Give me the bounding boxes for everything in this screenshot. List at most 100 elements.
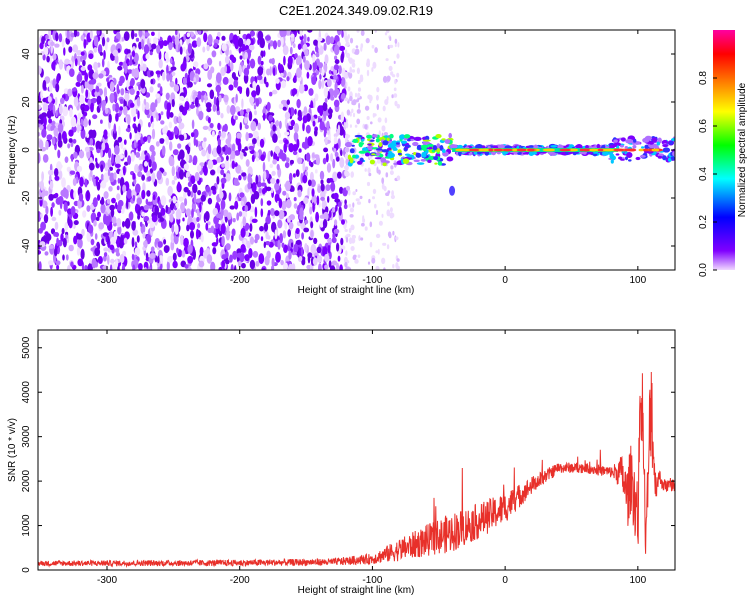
heatmap-cell [303, 33, 307, 44]
heatmap-cell [290, 119, 295, 127]
heatmap-cell [271, 265, 275, 270]
heatmap-cell [125, 128, 131, 132]
heatmap-cell [216, 110, 221, 116]
heatmap-cell [292, 173, 296, 178]
heatmap-cell [110, 208, 115, 218]
heatmap-cell [263, 241, 266, 249]
heatmap-cell [50, 125, 54, 132]
heatmap-cell [159, 138, 165, 144]
heatmap-cell [371, 153, 376, 156]
snr-series [38, 371, 675, 568]
heatmap-cell [368, 94, 373, 102]
heatmap-cell [244, 254, 250, 262]
heatmap-cell [291, 88, 298, 95]
heatmap-cell [279, 30, 286, 38]
heatmap-cell [326, 162, 332, 173]
heatmap-cell [240, 244, 246, 253]
heatmap-cell [267, 209, 271, 216]
heatmap-cell [224, 64, 227, 73]
heatmap-cell [225, 173, 231, 182]
heatmap-cell [609, 144, 618, 148]
heatmap-cell [56, 237, 59, 247]
heatmap-cell [333, 148, 337, 153]
heatmap-cell [257, 122, 262, 131]
heatmap-cell [305, 152, 311, 162]
heatmap-cell [103, 191, 109, 199]
heatmap-cell [186, 135, 191, 140]
heatmap-cell [337, 171, 342, 179]
heatmap-cell [127, 114, 131, 125]
heatmap-cell [255, 98, 260, 107]
heatmap-cell [144, 108, 150, 116]
heatmap-cell [230, 264, 234, 270]
heatmap-cell [145, 102, 150, 110]
heatmap-cell [111, 216, 117, 224]
heatmap-cell [256, 157, 259, 162]
colorbar-ticks: 0.0 0.2 0.4 0.6 0.8 [698, 71, 717, 277]
heatmap-cell [179, 95, 185, 101]
heatmap-cell [297, 43, 302, 50]
heatmap-cell [70, 116, 77, 128]
heatmap-cell [156, 170, 162, 181]
heatmap-cell [512, 148, 517, 152]
heatmap-cell [288, 124, 294, 131]
heatmap-cell [244, 146, 249, 151]
heatmap-cell [273, 151, 278, 162]
heatmap-cell [132, 264, 136, 270]
heatmap-cell [61, 177, 66, 188]
heatmap-cell [241, 98, 244, 109]
heatmap-cell [271, 221, 277, 233]
heatmap-cell [648, 141, 654, 145]
heatmap-cell [77, 238, 83, 249]
heatmap-cell [371, 257, 376, 264]
heatmap-cell [136, 90, 140, 96]
snr-frame [37, 329, 676, 571]
heatmap-cell [177, 153, 181, 161]
heatmap-cell [78, 150, 85, 159]
heatmap-cell [190, 175, 196, 185]
heatmap-cell [344, 261, 348, 268]
heatmap-cell [223, 173, 226, 178]
heatmap-cell [448, 132, 453, 139]
heatmap-cell [55, 110, 58, 118]
heatmap-cell [276, 178, 280, 184]
heatmap-cell [231, 160, 235, 169]
heatmap-cell [226, 105, 231, 114]
heatmap-cell [206, 107, 212, 113]
heatmap-cell [525, 145, 530, 149]
heatmap-cell [412, 141, 419, 147]
heatmap-cell [87, 224, 94, 234]
heatmap-cell [304, 49, 309, 57]
heatmap-cell [49, 83, 53, 93]
heatmap-cell [171, 99, 175, 108]
heatmap-cell [394, 79, 397, 85]
heatmap-cell [336, 262, 339, 270]
heatmap-cell [374, 203, 377, 209]
heatmap-cell [293, 197, 297, 202]
heatmap-cell [341, 78, 346, 87]
heatmap-cell [337, 201, 342, 208]
heatmap-cell [367, 261, 371, 265]
heatmap-cell [117, 65, 123, 71]
heatmap-cell [64, 156, 69, 163]
heatmap-cell [252, 250, 259, 258]
heatmap-cell [284, 131, 290, 136]
heatmap-cell [39, 42, 44, 50]
heatmap-cell [339, 186, 344, 194]
heatmap-cell [316, 195, 320, 206]
heatmap-cell [123, 237, 128, 245]
heatmap-cell [75, 81, 81, 87]
spectrogram-x-tick-label: -100 [362, 275, 382, 286]
heatmap-cell [231, 143, 236, 152]
heatmap-cell [297, 109, 302, 118]
heatmap-cell [169, 73, 173, 83]
heatmap-cell [48, 193, 54, 201]
colorbar-gradient [713, 30, 735, 270]
heatmap-cell [99, 51, 103, 56]
spectrogram-y-tick-label: 40 [21, 48, 32, 60]
heatmap-cell [315, 155, 321, 166]
heatmap-cell [248, 145, 255, 150]
heatmap-cell [308, 88, 314, 96]
heatmap-cell [67, 216, 70, 226]
heatmap-cell [233, 76, 239, 82]
